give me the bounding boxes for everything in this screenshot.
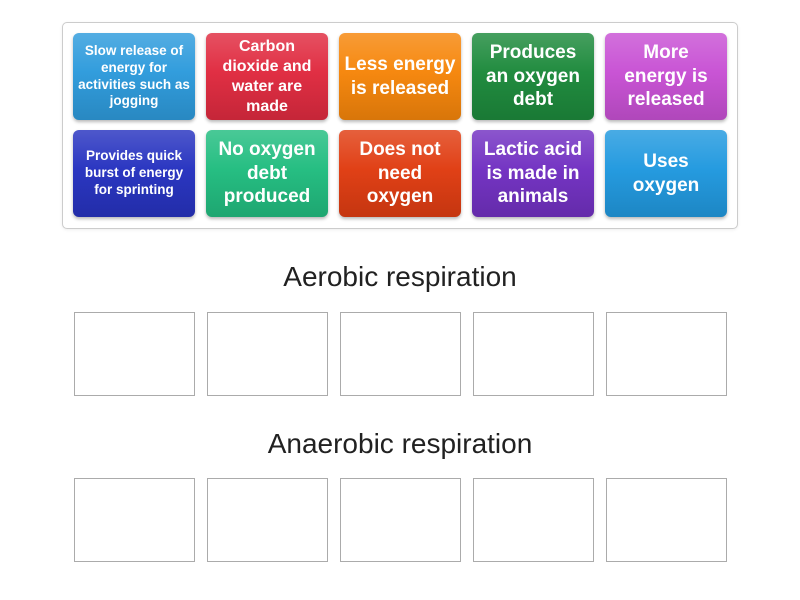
slot-row-aerobic xyxy=(0,312,800,396)
drop-slot[interactable] xyxy=(339,478,461,562)
slot-row-anaerobic xyxy=(0,478,800,562)
drop-slot[interactable] xyxy=(206,478,328,562)
tile-no-oxygen-debt[interactable]: No oxygen debt produced xyxy=(206,130,328,217)
group-title-anaerobic: Anaerobic respiration xyxy=(267,428,533,459)
tile-more-energy[interactable]: More energy is released xyxy=(605,33,727,120)
tile-lactic-acid[interactable]: Lactic acid is made in animals xyxy=(472,130,594,217)
drop-slot[interactable] xyxy=(73,312,195,396)
drop-slot[interactable] xyxy=(605,478,727,562)
drop-slot[interactable] xyxy=(206,312,328,396)
group-title-aerobic: Aerobic respiration xyxy=(283,261,517,292)
tile-quick-burst[interactable]: Provides quick burst of energy for sprin… xyxy=(73,130,195,217)
drop-slot[interactable] xyxy=(73,478,195,562)
tile-uses-oxygen[interactable]: Uses oxygen xyxy=(605,130,727,217)
tile-tray: Slow release of energy for activities su… xyxy=(62,22,738,229)
tile-does-not-need-oxygen[interactable]: Does not need oxygen xyxy=(339,130,461,217)
tile-produces-oxygen-debt[interactable]: Produces an oxygen debt xyxy=(472,33,594,120)
drop-slot[interactable] xyxy=(472,312,594,396)
tile-carbon-dioxide-water[interactable]: Carbon dioxide and water are made xyxy=(206,33,328,120)
drop-slot[interactable] xyxy=(605,312,727,396)
tile-slow-release[interactable]: Slow release of energy for activities su… xyxy=(73,33,195,120)
drop-slot[interactable] xyxy=(472,478,594,562)
tile-less-energy[interactable]: Less energy is released xyxy=(339,33,461,120)
drop-slot[interactable] xyxy=(339,312,461,396)
